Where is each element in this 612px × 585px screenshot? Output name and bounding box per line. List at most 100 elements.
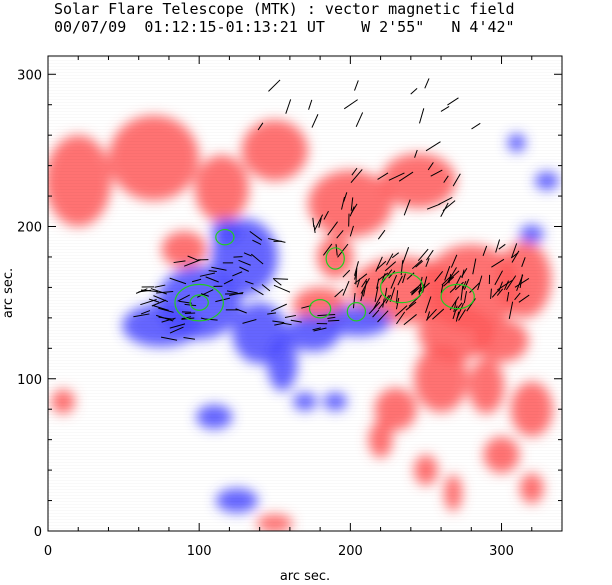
vector-130 (452, 305, 458, 320)
vector-168 (444, 266, 451, 281)
vector-108 (450, 254, 458, 268)
position-west: W 2'55" (361, 18, 425, 36)
contour-0 (174, 283, 224, 322)
vector-103 (354, 273, 368, 285)
vector-25 (232, 271, 243, 277)
vector-170 (453, 300, 457, 313)
vector-29 (140, 310, 151, 315)
vector-191 (350, 203, 358, 214)
contour-4 (308, 298, 332, 319)
vector-231 (514, 277, 530, 288)
vector-169 (426, 311, 431, 321)
vector-161 (342, 269, 351, 278)
contour-3 (325, 247, 345, 270)
vector-124 (395, 297, 400, 310)
vector-233 (285, 99, 292, 114)
vector-214 (469, 282, 480, 294)
vector-240 (343, 99, 358, 110)
vector-137 (384, 261, 397, 272)
vector-227 (506, 292, 510, 302)
x-tick-label-100: 100 (187, 544, 212, 559)
vector-28 (200, 293, 209, 297)
vector-157 (426, 249, 434, 261)
vector-69 (327, 319, 340, 322)
vector-160 (390, 275, 398, 289)
scan-texture (48, 56, 562, 531)
vector-6 (223, 279, 234, 285)
y-axis-label: arc sec. (1, 268, 16, 318)
vector-239 (308, 99, 313, 110)
vector-55 (273, 278, 282, 286)
vector-54 (205, 318, 218, 321)
vector-146 (496, 288, 504, 296)
vector-186 (314, 214, 324, 231)
vector-113 (382, 298, 385, 308)
vector-241 (257, 122, 264, 131)
vector-74 (267, 312, 277, 315)
vector-245 (410, 87, 418, 95)
vector-119 (477, 275, 483, 291)
vector-67 (272, 278, 289, 280)
vector-237 (419, 108, 425, 124)
vector-117 (425, 258, 430, 267)
observation-date: 00/07/09 (54, 18, 127, 36)
vector-141 (368, 301, 381, 315)
vector-57 (250, 253, 264, 265)
vector-110 (397, 275, 403, 286)
vector-97 (372, 294, 382, 310)
vector-230 (505, 275, 517, 291)
vector-39 (156, 291, 174, 294)
vector-65 (268, 237, 286, 243)
vector-23 (156, 314, 174, 322)
x-axis-label: arc sec. (280, 569, 330, 584)
vector-144 (354, 261, 359, 276)
vector-62 (250, 286, 264, 296)
vector-211 (443, 175, 449, 183)
vector-17 (191, 278, 202, 283)
vector-7 (154, 284, 166, 288)
vector-159 (440, 284, 444, 294)
vector-180 (341, 196, 345, 210)
vector-147 (424, 296, 432, 313)
vector-102 (405, 301, 417, 311)
vector-201 (377, 172, 389, 180)
vector-99 (425, 308, 437, 321)
vector-212 (503, 280, 509, 291)
vector-78 (284, 314, 296, 318)
y-tick-label-300: 300 (17, 68, 42, 83)
x-tick-label-300: 300 (489, 544, 514, 559)
vector-61 (239, 266, 249, 272)
vector-215 (519, 274, 523, 289)
vector-3 (184, 312, 196, 314)
vector-94 (386, 253, 394, 266)
vector-134 (434, 271, 444, 282)
contour-7 (440, 283, 475, 310)
contour-2 (215, 228, 235, 246)
vector-1 (150, 288, 167, 295)
vector-242 (354, 80, 359, 91)
vector-197 (427, 162, 434, 171)
vector-90 (454, 275, 462, 288)
vector-207 (351, 167, 358, 176)
transverse-field-vectors (133, 78, 530, 341)
vector-140 (415, 260, 423, 268)
vector-154 (360, 289, 364, 302)
vector-234 (311, 114, 319, 128)
vector-165 (377, 310, 389, 323)
vector-175 (360, 278, 370, 294)
vector-122 (342, 280, 350, 296)
vector-220 (508, 301, 514, 320)
vector-36 (183, 336, 196, 340)
vector-243 (447, 97, 459, 106)
vector-209 (425, 141, 441, 152)
vector-206 (414, 149, 418, 158)
vector-236 (424, 78, 430, 89)
contour-1 (189, 294, 209, 311)
vector-42 (135, 288, 148, 294)
vector-193 (323, 210, 329, 220)
contour-5 (346, 302, 367, 322)
vector-218 (511, 243, 518, 258)
vector-142 (396, 311, 406, 325)
vector-19 (242, 319, 257, 324)
vector-163 (432, 308, 445, 320)
